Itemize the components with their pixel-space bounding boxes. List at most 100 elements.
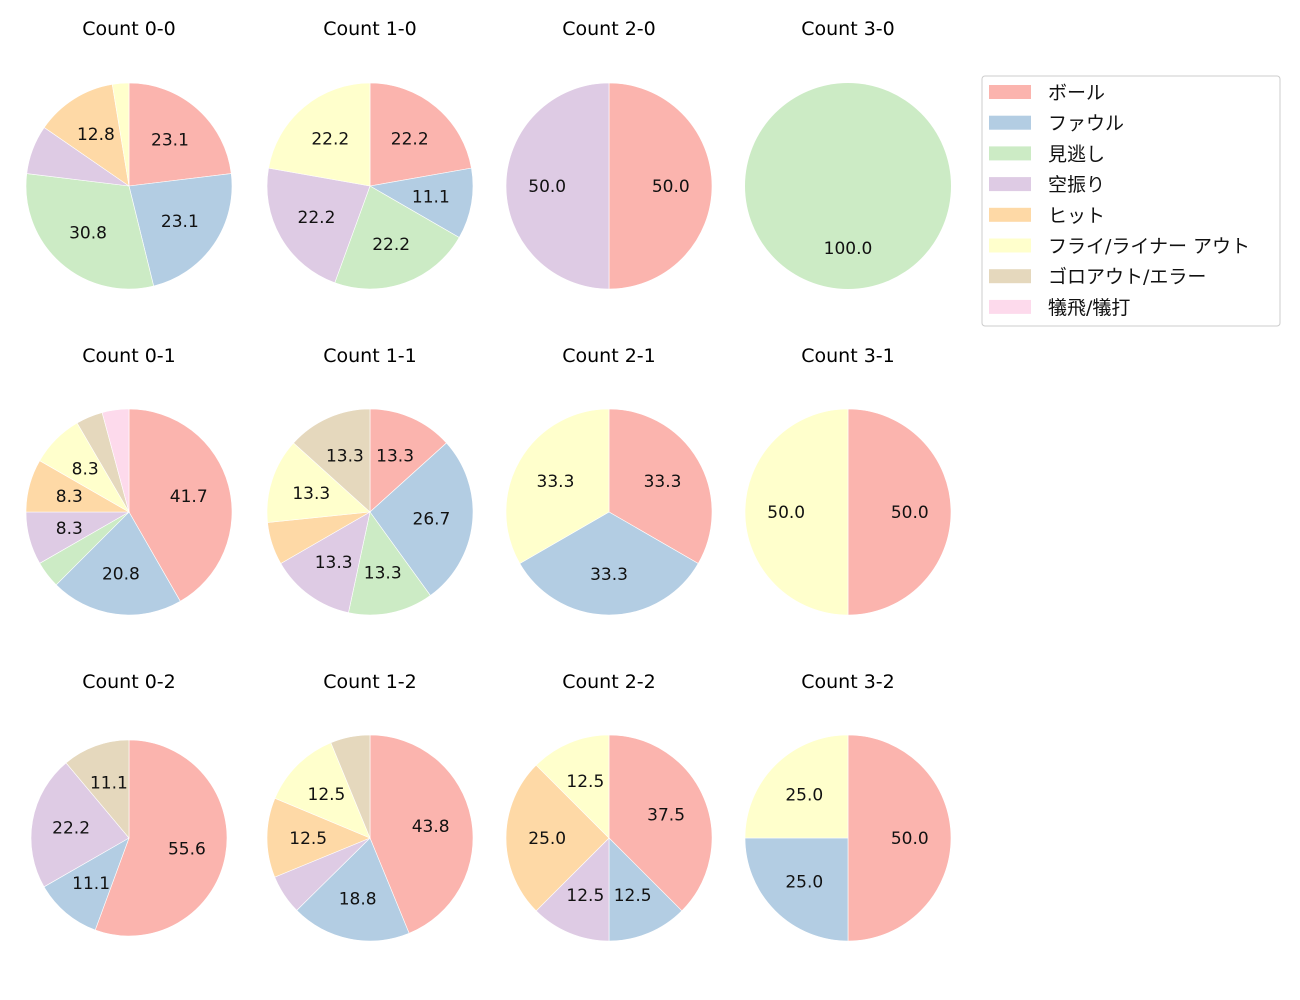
pie-chart: Count 0-0 23.1 23.1 30.8 12.8	[25, 18, 233, 290]
legend-swatch	[989, 115, 1031, 130]
legend-label: 犠飛/犠打	[1048, 297, 1130, 319]
pie-slice	[744, 837, 849, 942]
pie-title: Count 2-1	[562, 345, 656, 367]
slice-label: 13.3	[376, 447, 414, 467]
legend-item: 犠飛/犠打	[989, 297, 1130, 319]
pie-chart: Count 1-2 43.8 18.8 12.5 12.5	[266, 671, 474, 942]
legend-label: ファウル	[1048, 113, 1124, 135]
slice-label: 11.1	[90, 774, 128, 794]
pie-slice	[30, 762, 130, 888]
slice-label: 8.3	[56, 519, 83, 539]
slice-label: 50.0	[652, 177, 690, 197]
slice-label: 100.0	[824, 239, 873, 259]
legend-item: 見逃し	[989, 143, 1105, 165]
pie-slice	[348, 511, 431, 616]
pie-chart: Count 3-2 50.0 25.0 25.0	[744, 671, 952, 942]
legend-swatch	[989, 299, 1031, 314]
pie-slice	[745, 83, 951, 289]
legend-item: フライ/ライナー アウト	[989, 236, 1250, 258]
slice-label: 22.2	[391, 130, 429, 150]
legend-swatch	[989, 269, 1031, 284]
pie-slice	[608, 82, 713, 290]
pie-slice	[128, 408, 233, 602]
pie-slice	[369, 167, 474, 238]
legend-item: ヒット	[989, 205, 1105, 227]
pie-slice	[266, 167, 371, 284]
slice-label: 22.2	[372, 235, 410, 255]
pie-title: Count 3-0	[801, 18, 895, 40]
legend-swatch	[989, 207, 1031, 222]
slice-label: 13.3	[292, 484, 330, 504]
slice-label: 13.3	[364, 563, 402, 583]
pie-slice	[369, 734, 474, 934]
slice-label: 43.8	[412, 817, 450, 837]
slice-label: 25.0	[785, 873, 823, 893]
legend-label: ボール	[1048, 82, 1105, 104]
pie-slice	[101, 408, 130, 513]
legend-label: 空振り	[1048, 174, 1105, 196]
pie-slice	[280, 511, 371, 614]
slice-label: 12.5	[566, 772, 604, 792]
pie-slice	[369, 442, 474, 596]
pie-slice	[505, 82, 610, 290]
pie-slice	[274, 742, 371, 839]
slice-label: 12.5	[308, 785, 346, 805]
legend-swatch	[989, 85, 1031, 99]
slice-label: 23.1	[151, 131, 189, 151]
slice-label: 33.3	[644, 472, 682, 492]
pie-chart: Count 2-1 33.3 33.3 33.3	[505, 345, 713, 616]
pie-title: Count 2-0	[562, 18, 656, 40]
pie-slice	[43, 837, 130, 931]
pie-title: Count 0-0	[82, 18, 176, 40]
pie-slice	[296, 837, 410, 942]
pie-chart: Count 0-2 55.6 11.1 22.2 11.1	[30, 671, 228, 937]
legend-label: フライ/ライナー アウト	[1048, 236, 1250, 258]
slice-label: 11.1	[412, 188, 450, 208]
legend-label: 見逃し	[1048, 143, 1105, 165]
pie-chart: Count 3-0 100.0	[745, 18, 951, 289]
pie-slice	[369, 408, 447, 513]
pie-slice	[330, 734, 371, 839]
pie-slice	[266, 442, 371, 523]
pie-slice	[847, 734, 952, 942]
pie-slice	[608, 408, 713, 564]
pie-slice	[111, 82, 130, 187]
legend-label: ゴロアウト/エラー	[1048, 266, 1206, 288]
pie-slice	[608, 837, 683, 942]
pie-chart: Count 3-1 50.0 50.0	[744, 345, 952, 616]
slice-label: 25.0	[528, 829, 566, 849]
slice-label: 50.0	[767, 503, 805, 523]
legend-swatch	[989, 146, 1031, 161]
pie-slice	[293, 408, 371, 513]
pie-chart: Count 1-0 22.2 11.1 22.2 22.2 22.2	[266, 18, 474, 290]
pie-slice	[847, 408, 952, 616]
pie-title: Count 1-0	[323, 18, 417, 40]
pie-slice	[505, 408, 610, 564]
slice-label: 37.5	[647, 805, 685, 825]
slice-label: 50.0	[528, 177, 566, 197]
pie-title: Count 0-2	[82, 671, 176, 693]
legend-item: ファウル	[989, 113, 1124, 135]
slice-label: 25.0	[785, 785, 823, 805]
legend-frame	[981, 75, 1281, 327]
slice-label: 22.2	[311, 130, 349, 150]
slice-label: 55.6	[168, 839, 206, 859]
slice-label: 41.7	[170, 487, 208, 507]
legend-label: ヒット	[1048, 205, 1105, 227]
pie-title: Count 0-1	[82, 345, 176, 367]
legend-item: ボール	[989, 82, 1105, 104]
pie-slice	[128, 173, 233, 287]
slice-label: 23.1	[161, 212, 199, 232]
pie-slice	[369, 82, 472, 187]
slice-label: 12.5	[289, 829, 327, 849]
pie-chart: Count 0-1 41.7 20.8 8.3 8.3 8.3	[25, 345, 233, 616]
legend-item: ゴロアウト/エラー	[989, 266, 1206, 288]
slice-label: 22.2	[298, 208, 336, 228]
slice-label: 50.0	[891, 829, 929, 849]
pie-chart: Count 2-2 37.5 12.5 12.5 25.0 12.5	[505, 671, 713, 942]
pie-slice	[535, 837, 610, 942]
pie-slice	[65, 739, 130, 839]
pie-slice	[43, 84, 130, 187]
